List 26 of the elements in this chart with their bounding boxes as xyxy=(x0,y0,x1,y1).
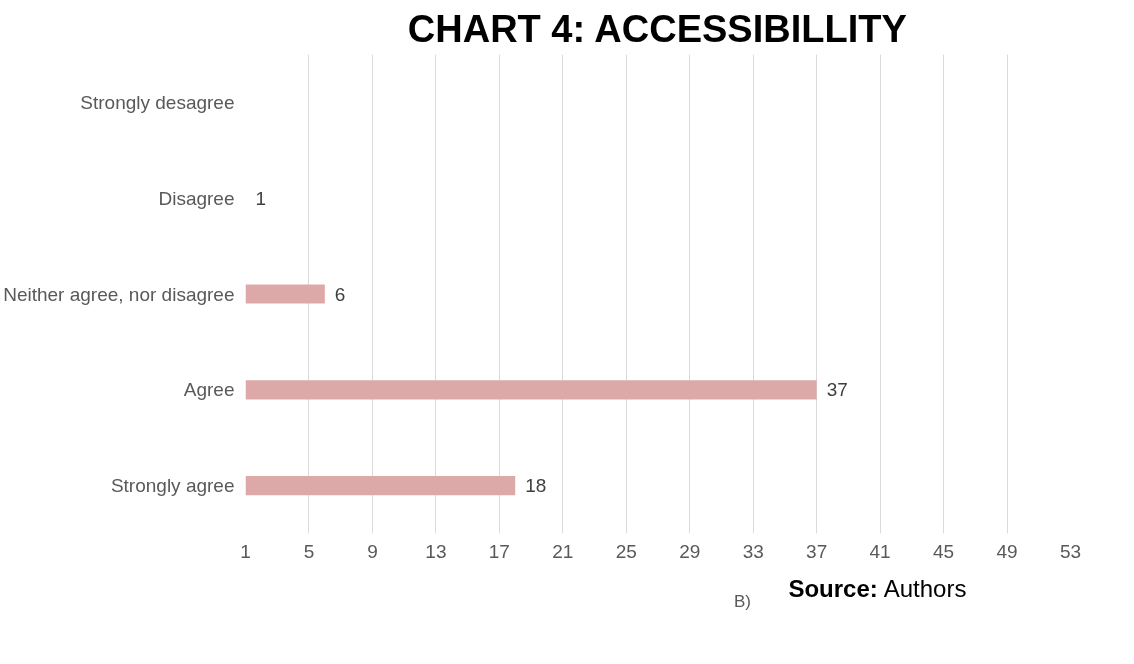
x-tick-label: 49 xyxy=(996,540,1018,562)
x-tick-label: 21 xyxy=(552,540,574,562)
x-tick-label: 33 xyxy=(742,540,764,562)
x-tick-label: 37 xyxy=(806,540,828,562)
x-tick-label: 1 xyxy=(240,540,251,562)
x-tick-label: 17 xyxy=(488,540,510,562)
y-tick-label: Strongly desagree xyxy=(80,91,235,113)
data-label: 6 xyxy=(334,283,346,305)
x-tick-label: 5 xyxy=(303,540,315,562)
y-tick-label: Neither agree, nor disagree xyxy=(3,283,235,305)
text: B) xyxy=(734,592,752,612)
x-tick-label: 29 xyxy=(679,540,701,562)
source-note: Source: Authors xyxy=(788,575,967,602)
x-tick-label: 13 xyxy=(425,540,447,562)
chart-title: CHART 4: ACCESSIBILLITY xyxy=(407,7,907,50)
data-label: 18 xyxy=(525,475,547,497)
x-tick-label: 9 xyxy=(367,540,378,562)
x-tick-label: 53 xyxy=(1059,540,1082,562)
data-label: 1 xyxy=(255,187,267,209)
y-tick-label: Disagree xyxy=(158,187,235,209)
y-tick-label: Strongly agree xyxy=(110,475,235,497)
y-tick-label: Agree xyxy=(183,379,235,401)
data-label: 37 xyxy=(826,379,848,401)
x-tick-label: 45 xyxy=(933,540,955,562)
x-tick-label: 41 xyxy=(869,540,891,562)
x-tick-label: 25 xyxy=(615,540,637,562)
